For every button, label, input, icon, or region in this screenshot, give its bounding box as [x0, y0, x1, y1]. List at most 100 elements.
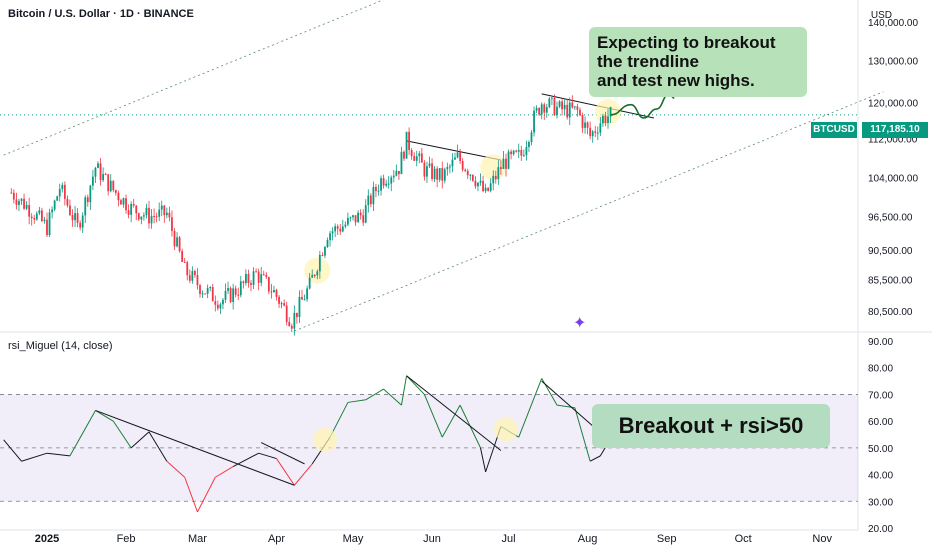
symbol-title[interactable]: Bitcoin / U.S. Dollar · 1D · BINANCE	[8, 8, 194, 20]
candle-body	[176, 237, 178, 247]
candle-body	[459, 152, 461, 161]
candle-body	[405, 131, 408, 159]
rsi-tick-label: 50.00	[868, 444, 893, 455]
candle-body	[102, 174, 104, 181]
candle-body	[443, 169, 446, 181]
candle-body	[482, 180, 484, 192]
candle-body	[410, 150, 413, 157]
candle-body	[160, 205, 163, 210]
rsi-line-segment	[574, 407, 591, 462]
candle-body	[372, 186, 375, 205]
candle-body	[548, 98, 551, 108]
candle-body	[375, 186, 377, 192]
candle-body	[237, 294, 240, 296]
candle-body	[298, 296, 301, 318]
candle-body	[89, 185, 92, 203]
candle-body	[451, 159, 454, 167]
candle-body	[556, 106, 558, 116]
candle-body	[140, 216, 143, 220]
candle-body	[181, 251, 184, 262]
candle-body	[586, 122, 589, 128]
candle-body	[53, 200, 56, 210]
candle-body	[20, 198, 23, 201]
candle-body	[186, 262, 189, 276]
candle-body	[250, 283, 252, 285]
candle-body	[329, 233, 331, 241]
candle-body	[423, 162, 426, 177]
rsi-line-segment	[3, 439, 22, 462]
candle-body	[316, 271, 319, 276]
candle-body	[285, 305, 288, 322]
rsi-line-segment	[293, 463, 313, 486]
candle-body	[306, 288, 308, 300]
candle-body	[599, 123, 602, 133]
candle-body	[135, 205, 138, 214]
rsi-line-segment	[148, 431, 168, 462]
candle-body	[341, 226, 344, 232]
candle-body	[130, 203, 133, 215]
candle-body	[122, 198, 125, 205]
candle-body	[120, 200, 122, 205]
candle-body	[296, 312, 298, 318]
candle-body	[321, 254, 324, 256]
candle-body	[500, 167, 502, 169]
candle-body	[413, 156, 416, 161]
candle-body	[28, 204, 31, 217]
price-tick-label: 130,000.00	[868, 57, 918, 68]
rsi-line-segment	[400, 375, 408, 406]
rsi-trendline	[406, 375, 502, 451]
rsi-line-segment	[215, 466, 234, 478]
candle-body	[41, 210, 43, 222]
candle-body	[214, 301, 217, 305]
candle-body	[114, 190, 117, 193]
rsi-line-segment	[69, 410, 96, 457]
candle-body	[408, 131, 410, 151]
candle-body	[262, 274, 265, 276]
rsi-line-segment	[166, 460, 186, 478]
price-tick-label: 140,000.00	[868, 18, 918, 29]
candle-body	[10, 192, 13, 194]
candle-body	[474, 180, 477, 187]
rsi-tick-label: 70.00	[868, 390, 893, 401]
candle-body	[158, 209, 161, 217]
candle-body	[436, 168, 439, 180]
candle-body	[163, 205, 166, 216]
currency-label[interactable]: USD	[870, 10, 892, 21]
candle-body	[267, 277, 270, 292]
candle-body	[145, 207, 148, 216]
time-tick-label: Apr	[268, 533, 285, 545]
candle-body	[173, 230, 176, 247]
candle-body	[512, 150, 515, 155]
candle-body	[392, 175, 395, 178]
candle-body	[137, 213, 140, 220]
candle-body	[461, 160, 464, 170]
rsi-indicator-title[interactable]: rsi_Miguel (14, close)	[8, 340, 113, 352]
last-price-tag: 117,185.10	[862, 122, 928, 138]
candle-body	[607, 116, 609, 123]
event-flag-icon[interactable]: ✦	[573, 315, 587, 332]
rsi-line-segment	[21, 452, 48, 462]
rsi-highlight-circle	[494, 417, 518, 442]
candle-body	[441, 168, 444, 181]
candle-body	[143, 215, 145, 217]
price-tick-label: 85,500.00	[868, 276, 913, 287]
candle-body	[479, 180, 482, 183]
candle-body	[92, 176, 94, 186]
candle-body	[71, 215, 74, 221]
candle-body	[224, 290, 227, 300]
breakout-callout: Expecting to breakout the trendline and …	[589, 27, 807, 97]
price-trendline	[294, 91, 884, 332]
candle-body	[492, 175, 495, 184]
rsi-line-segment	[130, 431, 150, 449]
candle-body	[252, 271, 255, 285]
candle-body	[602, 115, 604, 124]
candle-body	[222, 299, 224, 305]
candle-body	[43, 219, 46, 222]
candle-body	[201, 293, 204, 295]
candle-body	[242, 281, 245, 283]
candle-body	[357, 212, 359, 223]
candle-body	[313, 274, 316, 276]
candle-body	[515, 150, 518, 152]
candle-body	[528, 142, 530, 148]
candle-body	[219, 304, 222, 309]
